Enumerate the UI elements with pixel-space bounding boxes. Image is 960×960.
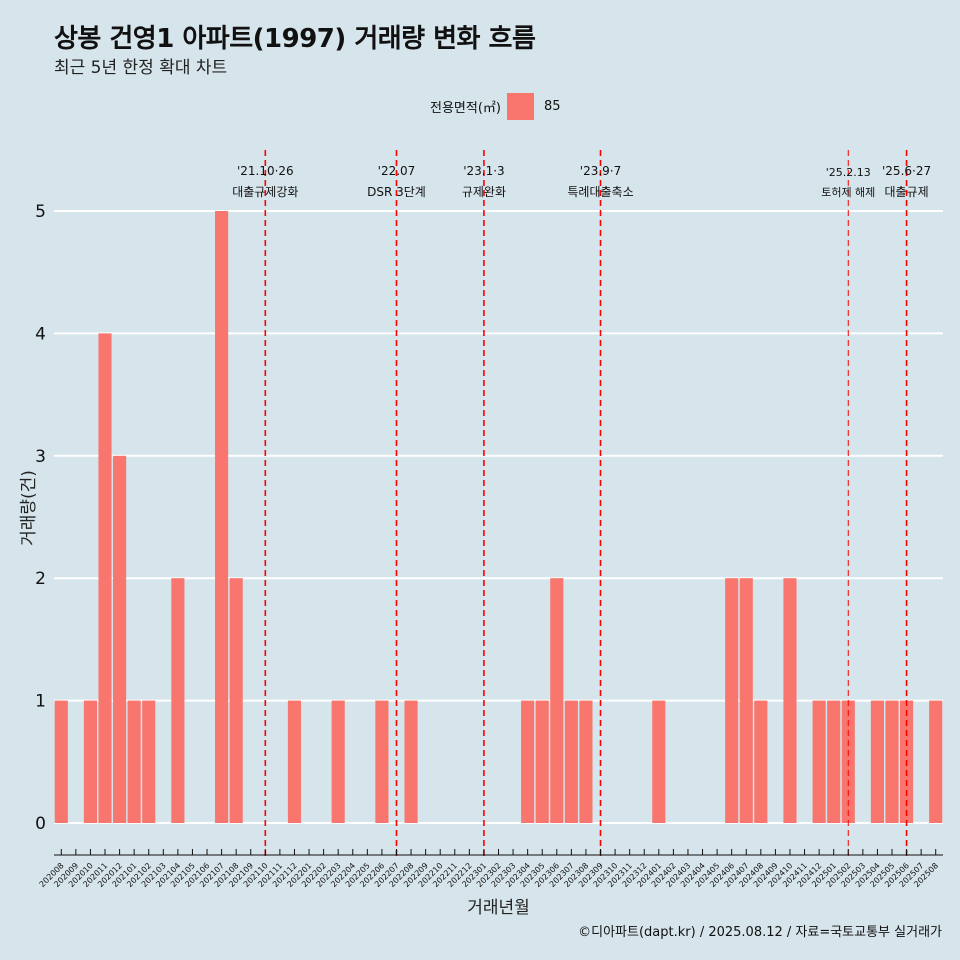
annotation-label: 규제완화 [462, 185, 506, 199]
annotation-label: 토허제 해제 [821, 185, 875, 199]
bar [404, 700, 418, 823]
bar [113, 455, 127, 823]
legend-swatch [506, 93, 534, 120]
bar [287, 700, 302, 823]
bar [98, 333, 112, 823]
bar [229, 578, 243, 823]
bar [739, 578, 753, 823]
bar [127, 700, 141, 823]
bar [83, 700, 97, 823]
bar [812, 700, 826, 823]
chart-title: 상봉 건영1 아파트(1997) 거래량 변화 흐름 [54, 24, 536, 54]
annotation-date: '23.1·3 [463, 164, 504, 178]
bar [870, 700, 884, 823]
y-tick-label: 0 [35, 814, 46, 834]
annotation-date: '22.07 [378, 164, 416, 178]
legend-label: 85 [543, 99, 561, 114]
bar [564, 700, 578, 823]
bar [652, 700, 666, 823]
credit-text: ©디아파트(dapt.kr) / 2025.08.12 / 자료=국토교통부 실… [578, 925, 942, 940]
bar [54, 700, 68, 823]
bar [579, 700, 593, 823]
annotation-date: '21.10·26 [237, 164, 294, 178]
y-axis-title: 거래량(건) [19, 470, 39, 546]
bar [885, 700, 899, 823]
bar [142, 700, 156, 823]
legend: 전용면적(㎡) 85 [430, 93, 561, 120]
bar [929, 700, 943, 823]
bar [725, 578, 739, 823]
bar [331, 700, 345, 823]
bar [754, 700, 768, 823]
annotation-label: 대출규제강화 [232, 185, 298, 199]
bar [827, 700, 841, 823]
y-tick-label: 2 [35, 569, 46, 589]
bar [215, 211, 229, 823]
y-tick-label: 4 [35, 324, 46, 344]
y-tick-label: 3 [35, 447, 46, 467]
annotation-date: '23.9·7 [580, 164, 621, 178]
legend-title: 전용면적(㎡) [430, 101, 501, 116]
y-tick-label: 1 [35, 692, 46, 712]
annotation-label: 대출규제 [884, 185, 928, 199]
bar [375, 700, 389, 823]
annotation-label: DSR 3단계 [367, 185, 426, 199]
x-axis-title: 거래년월 [467, 898, 530, 918]
bar [535, 700, 549, 823]
bar [783, 578, 797, 823]
annotation-date: '25.2.13 [826, 166, 871, 179]
chart-subtitle: 최근 5년 한정 확대 차트 [54, 58, 228, 78]
annotation-label: 특례대출축소 [567, 185, 633, 199]
bar [521, 700, 535, 823]
y-tick-label: 5 [35, 202, 46, 222]
bar [550, 578, 564, 823]
annotation-date: '25.6·27 [882, 164, 931, 178]
bar [171, 578, 185, 823]
